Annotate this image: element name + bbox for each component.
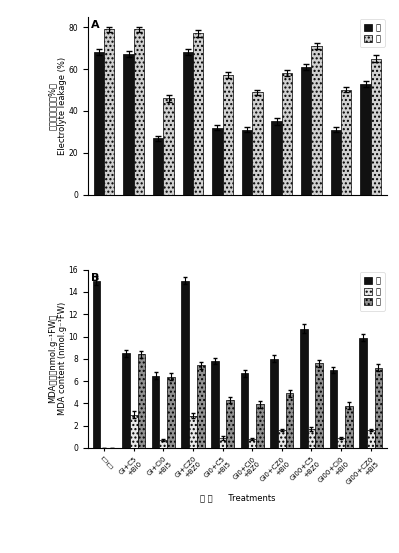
Bar [163, 98, 174, 195]
Bar [241, 373, 248, 448]
Y-axis label: MDA含量（nmol.g⁻¹FW）
MDA content (nmol.g⁻¹FW): MDA含量（nmol.g⁻¹FW） MDA content (nmol.g⁻¹F… [47, 302, 67, 415]
Bar [223, 75, 233, 195]
Bar [130, 415, 138, 448]
Bar [345, 405, 353, 448]
Bar [286, 393, 293, 448]
Bar [189, 416, 197, 448]
Bar [219, 438, 227, 448]
Bar [193, 33, 203, 195]
Bar [197, 366, 205, 448]
Bar [134, 29, 144, 195]
Bar [153, 138, 163, 195]
Bar [227, 400, 234, 448]
Bar [211, 361, 219, 448]
Bar [252, 92, 263, 195]
Text: B: B [91, 273, 99, 283]
Bar [182, 281, 189, 448]
Bar [282, 73, 292, 195]
Bar [183, 52, 193, 195]
Bar [330, 370, 337, 448]
Bar [315, 363, 323, 448]
Bar [337, 438, 345, 448]
Legend: 根, 茎: 根, 茎 [359, 19, 385, 47]
Y-axis label: 电解质溸漏率（%）
Electrolyte leakage (%): 电解质溸漏率（%） Electrolyte leakage (%) [47, 56, 67, 155]
Bar [331, 130, 341, 195]
Bar [371, 59, 381, 195]
Bar [360, 84, 371, 195]
Bar [212, 128, 223, 195]
Bar [93, 281, 100, 448]
Bar [242, 130, 252, 195]
Bar [375, 368, 382, 448]
Bar [308, 429, 315, 448]
Bar [301, 67, 312, 195]
Bar [248, 439, 256, 448]
Bar [122, 353, 130, 448]
Bar [123, 54, 134, 195]
Bar [270, 359, 278, 448]
Text: A: A [91, 20, 99, 30]
Bar [152, 375, 160, 448]
Bar [300, 328, 308, 448]
Legend: 根, 茎, 叶: 根, 茎, 叶 [359, 272, 385, 311]
Bar [104, 29, 115, 195]
Bar [160, 440, 167, 448]
Bar [367, 430, 375, 448]
Bar [341, 90, 352, 195]
Bar [94, 52, 104, 195]
Bar [138, 354, 145, 448]
Bar [256, 404, 264, 448]
Bar [278, 430, 286, 448]
Bar [167, 377, 175, 448]
Bar [271, 122, 282, 195]
X-axis label: 处 理      Treatments: 处 理 Treatments [200, 493, 275, 502]
Bar [359, 338, 367, 448]
Bar [312, 46, 322, 195]
